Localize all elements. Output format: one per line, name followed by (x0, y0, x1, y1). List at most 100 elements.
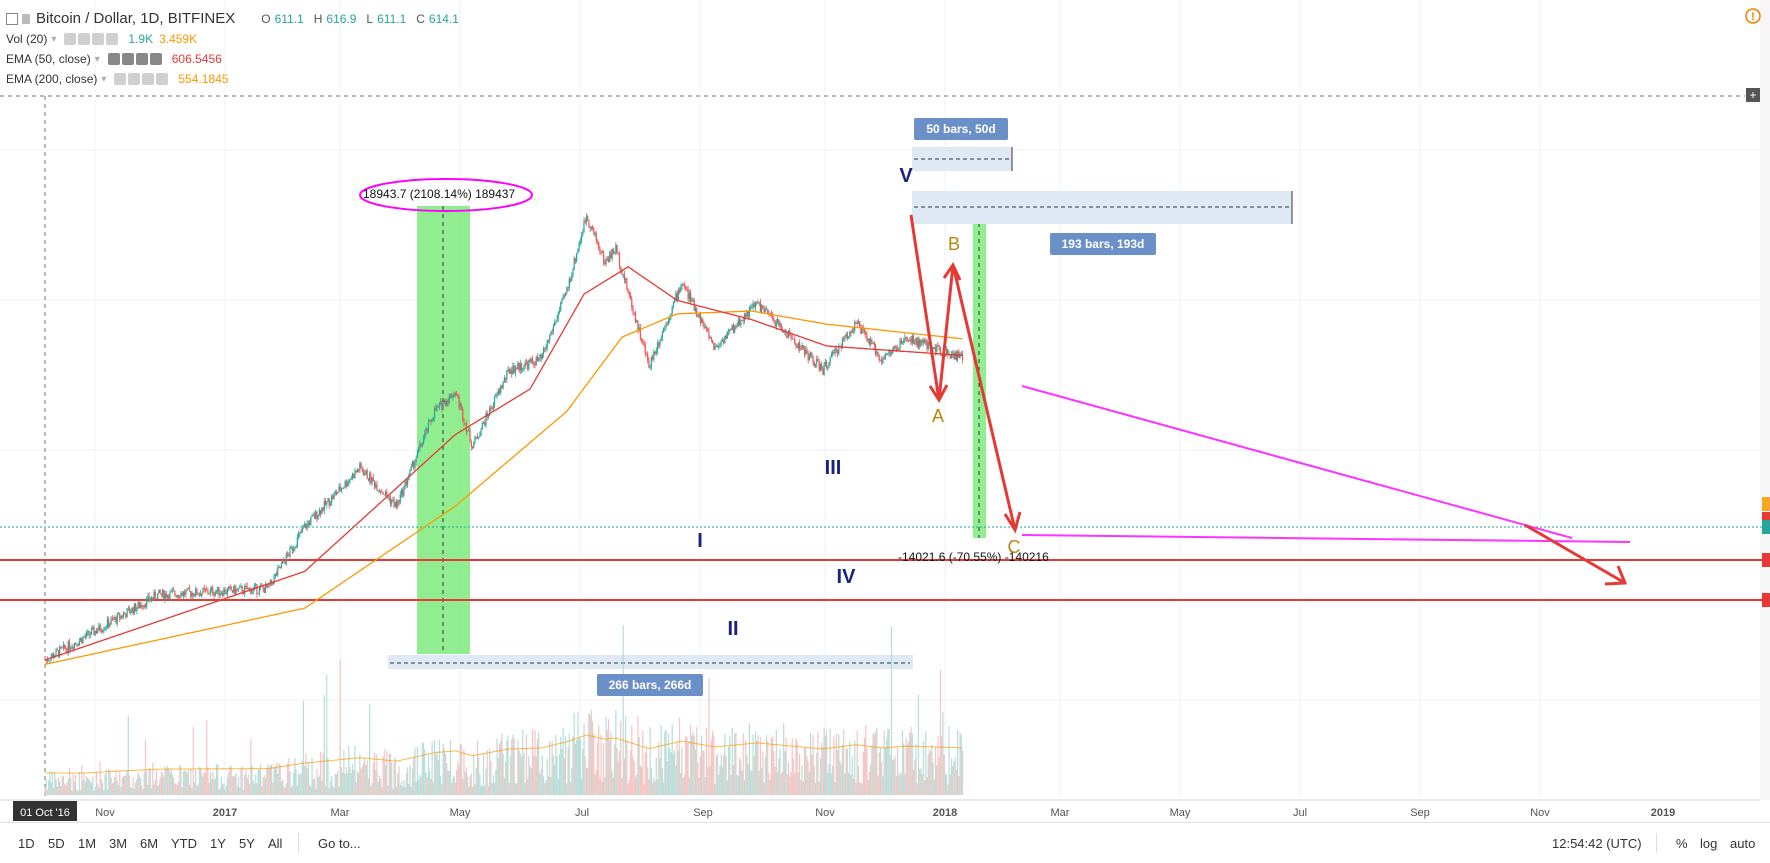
volume-bar (248, 783, 251, 795)
volume-bar (437, 760, 439, 795)
volume-bar (421, 742, 423, 795)
candle-body (258, 586, 260, 594)
candle-body (927, 342, 929, 350)
volume-bar (272, 782, 274, 795)
candle-body (555, 322, 557, 323)
volume-bar (180, 765, 182, 795)
eye-icon[interactable] (107, 53, 120, 65)
candle-body (589, 226, 591, 229)
chevron-down-icon[interactable]: ▾ (101, 73, 107, 85)
range-5y-button[interactable]: 5Y (239, 836, 255, 851)
candle-body (894, 346, 896, 349)
range-5d-button[interactable]: 5D (48, 836, 65, 851)
volume-bar (757, 735, 759, 795)
candle-body (147, 595, 149, 599)
eye-icon[interactable] (114, 73, 127, 85)
indicator-ema200[interactable]: EMA (200, close) ▾ 554.1845 (6, 72, 228, 86)
plus-icon: + (1749, 88, 1756, 102)
volume-bar (496, 738, 498, 795)
range-1m-button[interactable]: 1M (78, 836, 97, 851)
log-scale-button[interactable]: log (1700, 836, 1718, 851)
volume-bar (491, 782, 493, 795)
volume-bar (447, 770, 449, 795)
volume-bar (687, 741, 689, 795)
volume-bar (361, 766, 363, 795)
gear-icon[interactable] (128, 73, 141, 85)
candle-body (327, 498, 329, 502)
close-icon[interactable] (149, 53, 162, 65)
candle-body (244, 586, 246, 594)
volume-bar (957, 729, 959, 795)
add-icon[interactable] (92, 33, 105, 45)
volume-bar (714, 784, 716, 795)
eye-icon[interactable] (64, 33, 77, 45)
candle-body (773, 318, 775, 321)
volume-bar (594, 774, 596, 795)
candle-body (663, 328, 665, 333)
time-axis[interactable] (0, 800, 1760, 822)
symbol-title[interactable]: Bitcoin / Dollar, 1D, BITFINEX (36, 10, 236, 27)
candle-body (821, 364, 823, 370)
volume-bar (841, 744, 844, 795)
volume-bar (136, 779, 138, 795)
indicator-ema50[interactable]: EMA (50, close) ▾ 606.5456 (6, 52, 222, 66)
badge-266-bars-label: 266 bars, 266d (609, 678, 692, 692)
range-1y-button[interactable]: 1Y (210, 836, 226, 851)
volume-bar (558, 753, 561, 795)
indicator-vol[interactable]: Vol (20) ▾ 1.9K 3.459K (6, 32, 197, 46)
add-icon[interactable] (142, 73, 155, 85)
candle-body (799, 342, 801, 349)
candle-body (98, 624, 100, 631)
candle-body (158, 589, 160, 594)
close-icon[interactable] (156, 73, 169, 85)
candle-body (285, 554, 287, 564)
volume-bar (411, 768, 414, 795)
auto-scale-button[interactable]: auto (1730, 836, 1756, 851)
flag-icon[interactable] (22, 13, 30, 24)
volume-bar (273, 767, 275, 795)
candle-body (165, 593, 167, 598)
volume-bar (430, 778, 432, 795)
candle-body (866, 335, 868, 341)
percent-scale-button[interactable]: % (1676, 836, 1688, 851)
volume-bar (470, 773, 472, 795)
candle-body (725, 335, 727, 339)
range-all-button[interactable]: All (268, 836, 283, 851)
collapse-icon[interactable] (6, 12, 18, 25)
crosshair-plus-button[interactable] (1746, 88, 1760, 102)
candle-body (446, 400, 448, 406)
candle-body (301, 528, 303, 533)
candle-body (787, 330, 790, 338)
candle-body (698, 313, 700, 318)
x-tick-label: May (1170, 807, 1191, 819)
badge-50-bars-label: 50 bars, 50d (926, 122, 995, 136)
candle-body (310, 517, 312, 525)
volume-bar (877, 775, 879, 795)
alert-icon[interactable] (1745, 8, 1761, 24)
volume-bar (754, 731, 757, 795)
volume-bar (307, 762, 309, 795)
chevron-down-icon[interactable]: ▾ (51, 33, 57, 45)
candle-body (807, 353, 809, 361)
range-1d-button[interactable]: 1D (18, 836, 35, 851)
volume-bar (741, 770, 743, 795)
candle-body (425, 428, 427, 434)
price-axis[interactable] (1760, 0, 1770, 800)
volume-bar (202, 776, 204, 795)
gear-icon[interactable] (78, 33, 91, 45)
goto-button[interactable]: Go to... (318, 836, 361, 851)
range-ytd-button[interactable]: YTD (171, 836, 197, 851)
range-6m-button[interactable]: 6M (140, 836, 159, 851)
gear-icon[interactable] (121, 53, 134, 65)
range-3m-button[interactable]: 3M (109, 836, 128, 851)
add-icon[interactable] (135, 53, 148, 65)
volume-bar (302, 700, 305, 795)
candle-body (872, 343, 874, 345)
volume-bar (881, 761, 883, 795)
close-icon[interactable] (106, 33, 119, 45)
candle-body (218, 586, 220, 596)
candle-body (116, 613, 118, 624)
chevron-down-icon[interactable]: ▾ (94, 53, 100, 65)
candle-body (561, 298, 563, 303)
